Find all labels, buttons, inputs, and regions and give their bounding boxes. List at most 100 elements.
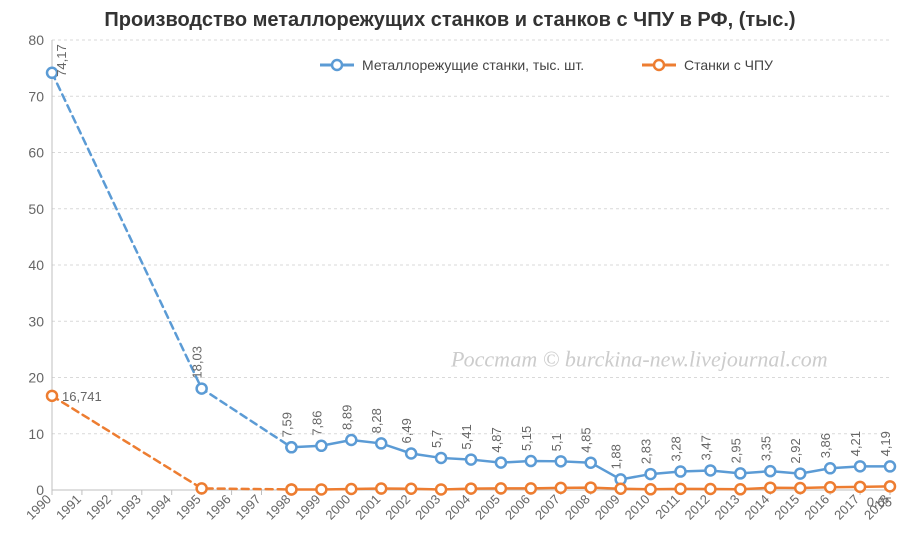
- chart-svg: 0102030405060708019901991199219931994199…: [0, 0, 900, 547]
- legend-label: Станки с ЧПУ: [684, 57, 773, 73]
- x-tick-label: 2013: [711, 492, 742, 523]
- series-marker: [47, 391, 57, 401]
- x-tick-label: 2016: [801, 492, 832, 523]
- y-tick-label: 80: [28, 32, 44, 48]
- x-tick-label: 2005: [472, 492, 503, 523]
- data-label: 3,35: [758, 436, 773, 461]
- y-tick-label: 50: [28, 201, 44, 217]
- data-label: 8,89: [339, 405, 354, 430]
- series-marker: [376, 438, 386, 448]
- data-label: 4,85: [579, 427, 594, 452]
- x-tick-label: 1992: [83, 492, 114, 523]
- data-label: 4,21: [848, 431, 863, 456]
- x-tick-label: 2001: [352, 492, 383, 523]
- y-tick-label: 10: [28, 426, 44, 442]
- series-marker: [436, 484, 446, 494]
- series-marker: [676, 467, 686, 477]
- data-label: 16,741: [62, 389, 102, 404]
- x-tick-label: 1991: [53, 492, 84, 523]
- series-marker: [496, 483, 506, 493]
- series-marker: [197, 384, 207, 394]
- series-marker: [765, 466, 775, 476]
- data-label: 4,19: [878, 431, 893, 456]
- legend-label: Металлорежущие станки, тыс. шт.: [362, 57, 584, 73]
- data-label: 3,86: [818, 433, 833, 458]
- x-tick-label: 2010: [622, 492, 653, 523]
- series-marker: [885, 461, 895, 471]
- x-tick-label: 2006: [502, 492, 533, 523]
- x-tick-label: 2012: [681, 492, 712, 523]
- data-label: 3,47: [698, 435, 713, 460]
- data-label: 2,83: [639, 439, 654, 464]
- x-tick-label: 1994: [143, 492, 174, 523]
- y-tick-label: 20: [28, 370, 44, 386]
- x-tick-label: 1999: [292, 492, 323, 523]
- data-label: 6,49: [399, 418, 414, 443]
- x-tick-label: 1998: [262, 492, 293, 523]
- series-marker: [436, 453, 446, 463]
- data-label: 8,28: [369, 408, 384, 433]
- legend-marker: [654, 60, 664, 70]
- series-marker: [825, 463, 835, 473]
- data-label: 7,59: [279, 412, 294, 437]
- x-tick-label: 1990: [23, 492, 54, 523]
- series-marker: [855, 482, 865, 492]
- series-marker: [646, 469, 656, 479]
- data-label: 2,92: [788, 438, 803, 463]
- series-marker: [406, 484, 416, 494]
- series-marker: [825, 482, 835, 492]
- y-tick-label: 30: [28, 313, 44, 329]
- x-tick-label: 1993: [113, 492, 144, 523]
- data-label: 5,1: [549, 433, 564, 451]
- series-marker: [705, 484, 715, 494]
- data-label: 5,41: [459, 424, 474, 449]
- x-tick-label: 2014: [741, 492, 772, 523]
- series-line: [52, 396, 291, 490]
- data-label: 2,95: [728, 438, 743, 463]
- x-tick-label: 2002: [382, 492, 413, 523]
- series-marker: [406, 448, 416, 458]
- series-marker: [735, 484, 745, 494]
- x-tick-label: 2009: [592, 492, 623, 523]
- series-marker: [526, 483, 536, 493]
- data-label: 3,28: [669, 436, 684, 461]
- series-marker: [885, 481, 895, 491]
- series-marker: [795, 483, 805, 493]
- series-marker: [346, 435, 356, 445]
- y-tick-label: 70: [28, 88, 44, 104]
- series-marker: [676, 484, 686, 494]
- series-marker: [705, 465, 715, 475]
- series-marker: [466, 455, 476, 465]
- series-marker: [556, 456, 566, 466]
- series-marker: [646, 484, 656, 494]
- series-marker: [286, 442, 296, 452]
- series-marker: [526, 456, 536, 466]
- data-label: 0,65: [867, 494, 892, 509]
- series-marker: [586, 458, 596, 468]
- series-marker: [855, 461, 865, 471]
- x-tick-label: 2000: [322, 492, 353, 523]
- series-marker: [466, 484, 476, 494]
- series-marker: [286, 484, 296, 494]
- series-marker: [765, 483, 775, 493]
- y-tick-label: 40: [28, 257, 44, 273]
- series-marker: [316, 441, 326, 451]
- x-tick-label: 1997: [233, 492, 264, 523]
- x-tick-label: 2003: [412, 492, 443, 523]
- data-label: 1,88: [609, 444, 624, 469]
- chart-container: 0102030405060708019901991199219931994199…: [0, 0, 900, 547]
- x-tick-label: 2004: [442, 492, 473, 523]
- x-tick-label: 2008: [562, 492, 593, 523]
- series-marker: [586, 483, 596, 493]
- x-tick-label: 1996: [203, 492, 234, 523]
- y-tick-label: 60: [28, 145, 44, 161]
- series-marker: [197, 483, 207, 493]
- x-tick-label: 2015: [771, 492, 802, 523]
- data-label: 74,17: [54, 44, 69, 77]
- series-marker: [376, 484, 386, 494]
- watermark: Росстат © burckina-new.livejournal.com: [450, 346, 828, 371]
- data-label: 18,03: [190, 346, 205, 379]
- series-marker: [346, 484, 356, 494]
- x-tick-label: 2017: [831, 492, 862, 523]
- series-marker: [616, 484, 626, 494]
